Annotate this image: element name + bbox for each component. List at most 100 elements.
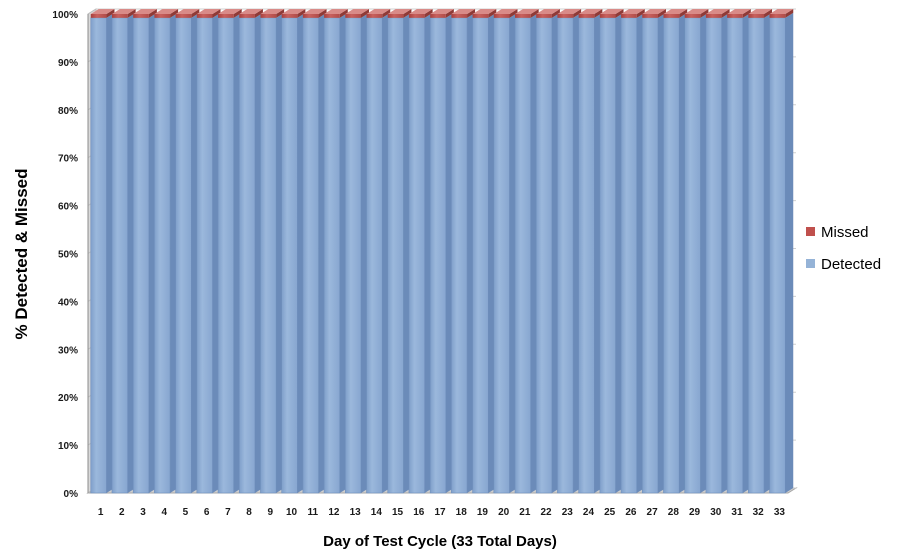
bar-detected [281,17,298,494]
bar-top [642,9,666,14]
bar-detected [408,17,425,494]
x-tick-label: 10 [286,507,298,518]
bar-detected [196,17,213,494]
bar-top [239,9,263,14]
bar-detected [514,17,531,494]
x-tick-label: 12 [328,507,340,518]
bar-missed-side [382,9,391,18]
y-tick-label: 50% [58,250,78,261]
bar-top [345,9,369,14]
bar-detected-side [785,12,794,493]
bar-missed-side [127,9,136,18]
x-tick-label: 6 [204,507,210,518]
bar-top [175,9,200,14]
y-tick-label: 40% [58,297,78,308]
x-tick-label: 17 [434,507,446,518]
bar-missed-side [721,9,730,18]
bar-top [684,9,709,14]
bar-top [154,9,179,14]
bar-detected [132,17,150,494]
bar-missed [154,14,171,18]
bar-top [451,9,476,14]
bar-detected [705,17,722,494]
bar-top [515,9,539,14]
bar-detected [387,17,404,494]
bar-missed-side [106,9,115,18]
y-tick-label: 60% [58,202,78,213]
y-tick-label: 100% [52,10,78,21]
x-tick-label: 11 [307,507,318,518]
y-axis-ticks: 0% 10% 20% 30% 40% 50% 60% 70% 80% 90% 100% [52,10,78,500]
bar-top [260,9,285,14]
bar-detected [472,17,489,494]
bar-missed [324,14,340,18]
x-tick-label: 8 [246,507,252,518]
bar-missed [387,14,404,18]
bar-top [557,9,582,14]
x-tick-label: 23 [562,507,574,518]
bar-detected [429,17,447,494]
bar-missed-side [148,9,157,18]
bars [90,9,794,494]
x-tick-label: 3 [140,507,146,518]
y-tick-label: 30% [58,345,78,356]
bar-missed-side [594,9,603,18]
bar-missed-side [530,9,539,18]
x-tick-label: 15 [392,507,404,518]
bar-missed-side [509,9,518,18]
bar-missed [578,14,595,18]
bar-missed [239,14,255,18]
bar-missed [218,14,234,18]
x-tick-label: 30 [710,507,722,518]
bar-missed-side [615,9,624,18]
y-tick-label: 70% [58,154,78,165]
bar-missed [557,14,574,18]
bar-missed [769,14,786,18]
bar-missed [430,14,446,18]
bar-top [727,9,751,14]
bar-missed [705,14,722,18]
bar-missed-side [700,9,709,18]
legend-label-missed: Missed [821,224,869,241]
bar-missed-side [445,9,454,18]
bar-missed-side [297,9,306,18]
bar-missed-side [361,9,369,18]
bar-missed [90,14,107,18]
x-tick-label: 26 [625,507,637,518]
bar-missed-side [679,9,688,18]
bar-detected [345,17,362,494]
x-tick-label: 32 [753,507,765,518]
y-tick-label: 0% [64,489,79,500]
y-tick-label: 20% [58,393,78,404]
bar-missed-side [318,9,327,18]
x-tick-label: 24 [583,507,595,518]
bar-top [133,9,157,14]
bar-missed [408,14,425,18]
bar-detected [557,17,574,494]
bar-top [196,9,221,14]
bar-top [111,9,136,14]
bar-detected [493,17,510,494]
bar-detected [217,17,235,494]
x-tick-label: 20 [498,507,510,518]
bar-detected [238,17,256,494]
x-tick-label: 5 [183,507,189,518]
bar-top [536,9,560,14]
bar-missed [196,14,213,18]
bar-detected [663,17,680,494]
bar-missed-side [467,9,476,18]
bar-detected [641,17,659,494]
bar-missed [684,14,701,18]
bar-detected [90,17,107,494]
bar-missed [366,14,383,18]
bar-top [621,9,645,14]
bar-detected [111,17,128,494]
bar-missed-side [764,9,773,18]
bar-missed [621,14,637,18]
bar-missed [451,14,468,18]
bar-missed-side [424,9,433,18]
bar-missed-side [551,9,560,18]
gridline-side [87,8,97,15]
x-tick-label: 18 [456,507,468,518]
